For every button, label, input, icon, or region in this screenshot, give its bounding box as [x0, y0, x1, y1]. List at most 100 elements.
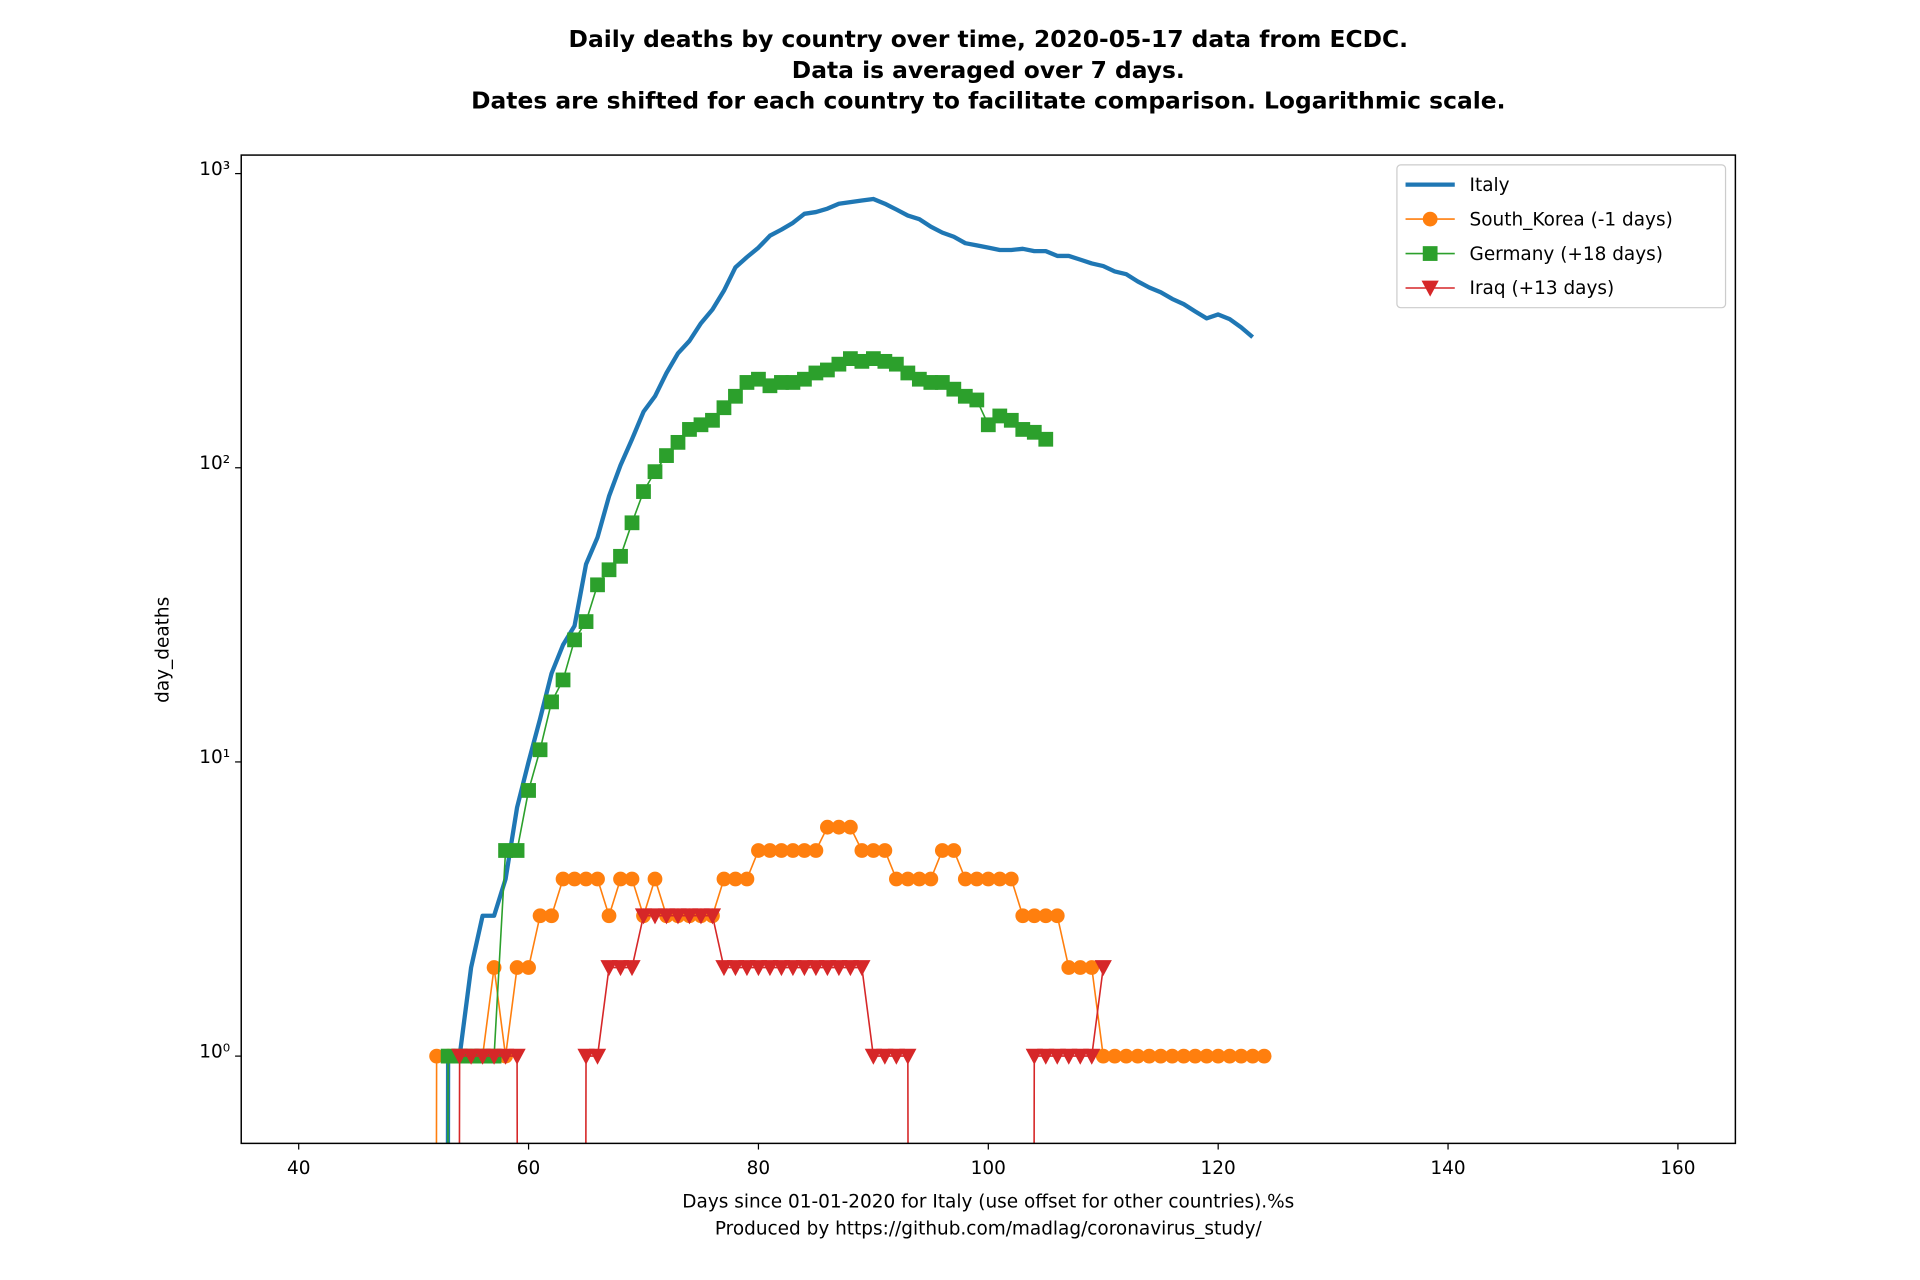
data-point — [646, 908, 664, 925]
data-point — [900, 365, 916, 381]
data-point — [1071, 1048, 1089, 1065]
data-point — [946, 843, 962, 858]
data-point — [1015, 908, 1031, 924]
data-point — [611, 960, 630, 977]
data-point — [785, 375, 801, 390]
data-point — [1038, 431, 1054, 447]
data-point — [1245, 1048, 1261, 1064]
data-point — [751, 371, 766, 387]
data-point — [854, 353, 870, 369]
data-point — [761, 960, 779, 977]
data-point — [818, 960, 837, 977]
data-point — [762, 378, 778, 394]
data-point — [865, 843, 881, 858]
data-point — [1026, 908, 1042, 924]
data-point — [751, 843, 766, 858]
y-tick-label: 10⁰ — [199, 1041, 230, 1062]
y-tick-label: 10¹ — [199, 747, 230, 768]
data-point — [716, 871, 732, 887]
data-point — [992, 408, 1008, 424]
data-point — [496, 1048, 515, 1065]
data-point — [772, 960, 791, 977]
data-point — [808, 843, 824, 858]
legend-label: Italy — [1470, 175, 1510, 196]
data-point — [613, 548, 628, 564]
data-point — [703, 908, 722, 925]
data-point — [785, 843, 801, 858]
data-point — [634, 908, 653, 925]
data-point — [624, 871, 640, 887]
data-point — [888, 356, 904, 372]
data-point — [1015, 422, 1031, 437]
data-point — [1083, 1048, 1101, 1065]
data-point — [830, 960, 848, 977]
data-point — [590, 577, 605, 593]
data-point — [440, 1048, 456, 1064]
x-tick-label: 140 — [1430, 1158, 1465, 1179]
data-point — [682, 422, 697, 437]
data-point — [980, 417, 996, 433]
chart-title: Dates are shifted for each country to fa… — [471, 87, 1505, 115]
data-point — [864, 1048, 882, 1065]
data-point — [509, 843, 525, 858]
data-point — [923, 871, 939, 887]
data-point — [843, 819, 858, 835]
data-point — [726, 960, 745, 977]
x-tick-label: 120 — [1201, 1158, 1236, 1179]
data-point — [934, 375, 950, 390]
y-tick-label: 10² — [199, 453, 230, 474]
data-point — [969, 392, 985, 408]
y-axis-label: day_deaths — [153, 597, 174, 703]
data-point — [738, 960, 756, 977]
plot-area — [429, 196, 1272, 1144]
legend-label: South_Korea (-1 days) — [1470, 209, 1673, 230]
data-point — [567, 632, 582, 648]
data-point — [1256, 1048, 1272, 1064]
data-point — [877, 843, 893, 858]
data-point — [486, 960, 502, 975]
data-point — [1084, 960, 1100, 975]
data-point — [473, 1048, 492, 1065]
data-point — [888, 871, 904, 887]
data-point — [797, 843, 812, 858]
data-point — [1095, 1048, 1111, 1064]
data-point — [969, 871, 985, 887]
data-point — [876, 1048, 894, 1065]
data-point — [899, 1048, 917, 1065]
data-point — [728, 388, 743, 404]
data-point — [555, 871, 571, 887]
data-point — [601, 908, 617, 924]
data-point — [521, 783, 536, 798]
data-point — [1153, 1048, 1169, 1064]
data-point — [532, 742, 548, 758]
legend-box — [1396, 164, 1727, 309]
data-point — [669, 908, 687, 925]
data-point — [831, 356, 847, 372]
data-point — [1141, 1048, 1157, 1064]
data-point — [1118, 1048, 1134, 1064]
data-point — [544, 694, 559, 710]
data-point — [693, 417, 709, 433]
x-tick-label: 60 — [517, 1158, 540, 1179]
data-point — [1025, 1048, 1043, 1065]
data-point — [532, 908, 548, 924]
x-tick-label: 160 — [1660, 1158, 1695, 1179]
data-point — [739, 871, 755, 887]
data-point — [544, 908, 559, 924]
data-point — [957, 871, 973, 887]
data-point — [923, 375, 939, 390]
x-tick-label: 80 — [747, 1158, 770, 1179]
data-point — [946, 381, 962, 397]
data-point — [657, 908, 676, 925]
data-point — [728, 871, 743, 887]
x-tick-label: 100 — [971, 1158, 1006, 1179]
data-point — [1210, 1048, 1226, 1064]
data-point — [450, 1048, 469, 1065]
data-point — [784, 960, 802, 977]
x-axis-label: Produced by https://github.com/madlag/co… — [715, 1219, 1263, 1240]
data-point — [992, 871, 1008, 887]
data-point — [807, 960, 825, 977]
data-point — [957, 388, 973, 404]
data-point — [1060, 1048, 1078, 1065]
